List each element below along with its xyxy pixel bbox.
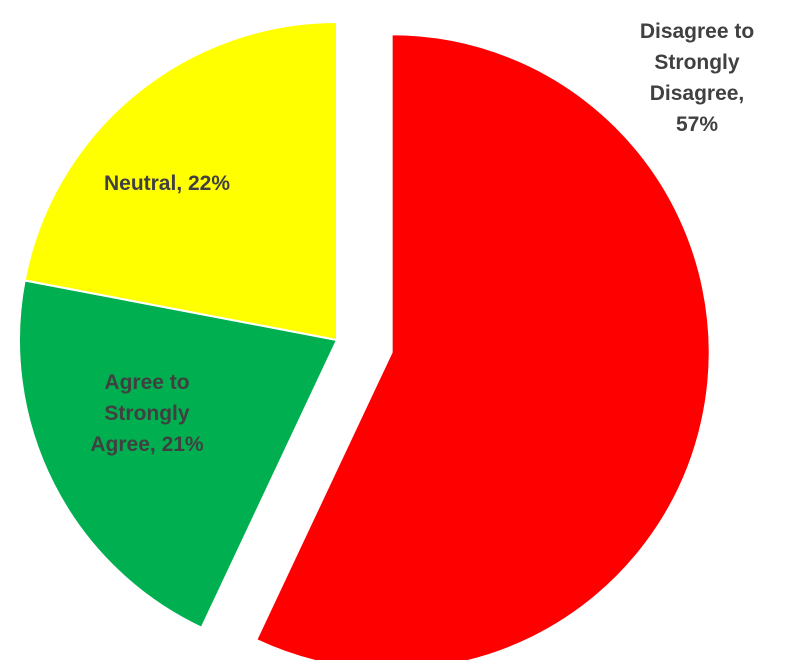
pie-labels: Disagree to Strongly Disagree, 57% Agree to S…: [90, 20, 754, 456]
pie-slices: [18, 20, 711, 660]
pie-label-line: 57%: [676, 113, 718, 136]
pie-label-0: Disagree to Strongly Disagree, 57%: [640, 20, 754, 136]
pie-label-line: Strongly: [104, 402, 189, 425]
pie-slice-0: [254, 33, 711, 660]
pie-label-line: Disagree,: [650, 82, 745, 105]
pie-label-line: Agree to: [104, 371, 189, 394]
pie-label-2: Neutral, 22%: [104, 172, 230, 195]
pie-label-line: Disagree to: [640, 20, 754, 43]
pie-label-line: Strongly: [654, 51, 739, 74]
pie-slice-2: [23, 20, 338, 342]
pie-slice-1: [18, 279, 339, 630]
pie-label-line: Agree, 21%: [90, 433, 204, 456]
pie-label-1: Agree to Strongly Agree, 21%: [90, 371, 204, 456]
pie-label-line: Neutral, 22%: [104, 172, 230, 195]
